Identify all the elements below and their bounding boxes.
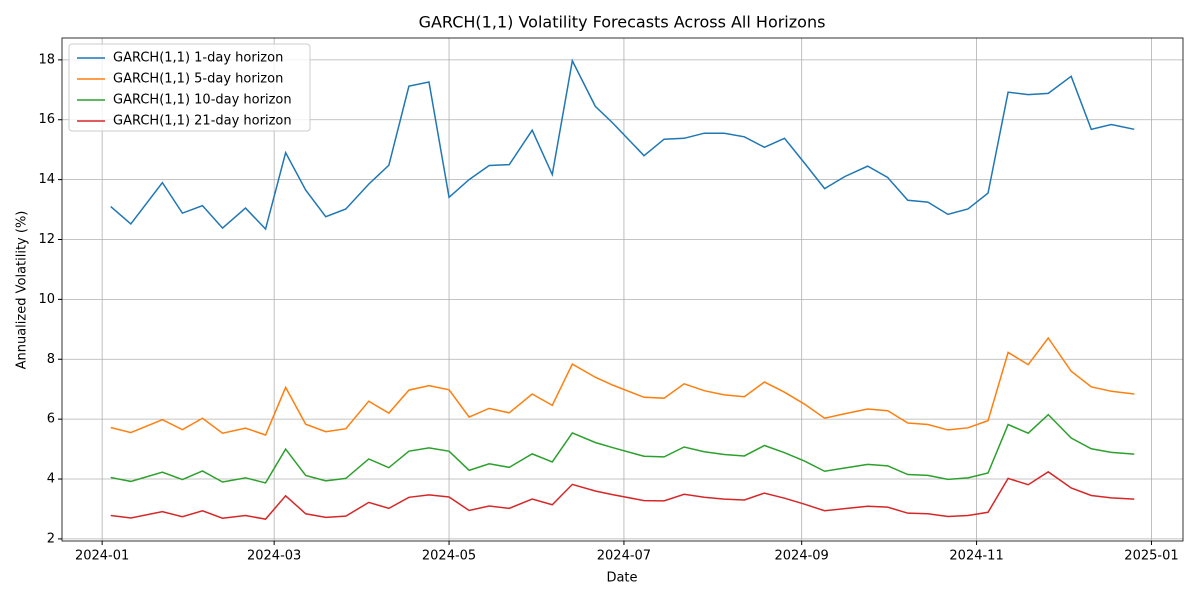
- legend-label: GARCH(1,1) 1-day horizon: [113, 51, 283, 66]
- series-line: [110, 336, 1135, 436]
- x-axis-label: Date: [606, 571, 637, 586]
- x-tick-label: 2024-05: [422, 549, 476, 564]
- axes-frame: [61, 37, 1184, 542]
- series-line: [110, 470, 1135, 520]
- x-tick-label: 2024-09: [775, 549, 829, 564]
- series-line: [110, 58, 1135, 231]
- y-tick-label: 4: [47, 472, 55, 487]
- y-tick-label: 16: [38, 112, 55, 127]
- x-tick-label: 2024-11: [949, 549, 1003, 564]
- series-line: [110, 413, 1135, 484]
- y-tick-label: 14: [38, 172, 55, 187]
- y-tick-label: 18: [38, 52, 55, 67]
- y-tick-label: 6: [47, 412, 55, 427]
- y-tick-label: 2: [47, 531, 55, 546]
- chart-title: GARCH(1,1) Volatility Forecasts Across A…: [419, 13, 826, 32]
- x-tick-label: 2025-01: [1124, 549, 1178, 564]
- y-tick-label: 12: [38, 232, 55, 247]
- y-axis-label: Annualized Volatility (%): [15, 211, 30, 370]
- legend-box: [68, 43, 311, 132]
- y-tick-label: 8: [47, 352, 55, 367]
- legend-label: GARCH(1,1) 5-day horizon: [113, 72, 283, 87]
- x-tick-label: 2024-03: [247, 549, 301, 564]
- y-tick-label: 10: [38, 292, 55, 307]
- x-tick-label: 2024-07: [597, 549, 651, 564]
- legend-label: GARCH(1,1) 10-day horizon: [113, 93, 292, 108]
- x-tick-label: 2024-01: [75, 549, 129, 564]
- legend-label: GARCH(1,1) 21-day horizon: [113, 114, 292, 129]
